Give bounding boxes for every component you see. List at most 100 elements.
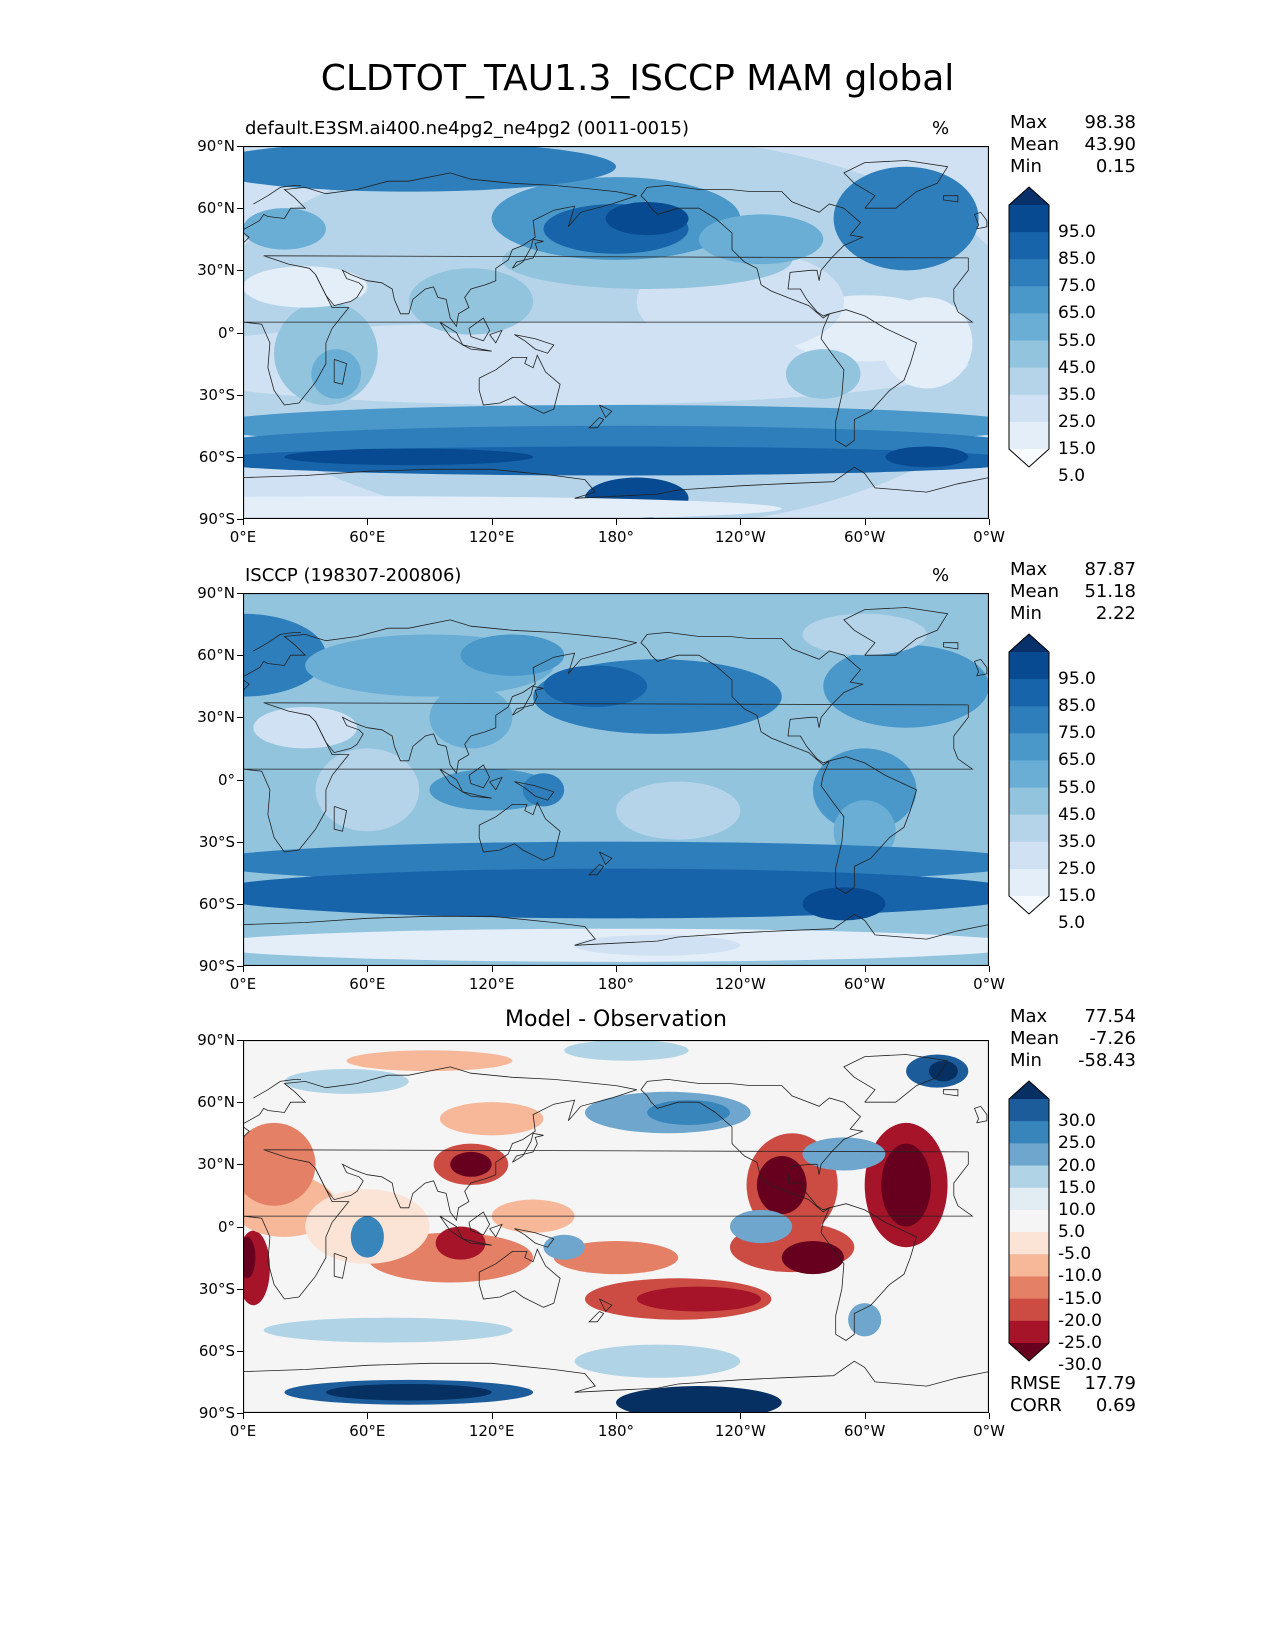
colorbar-tick-label: 20.0	[1058, 1155, 1096, 1176]
coastline	[478, 354, 561, 414]
coastline	[333, 1253, 348, 1279]
field-contour	[928, 1060, 958, 1082]
lat-tick-mark	[237, 1164, 243, 1166]
lon-tick-label: 60°E	[349, 975, 386, 993]
coastline	[243, 172, 637, 244]
stat-value: 51.18	[1084, 581, 1136, 602]
map-canvas	[243, 593, 989, 966]
coastline	[315, 642, 637, 775]
test-colorbar: 95.0 85.0 75.0 65.0 55.0 45.0 35.0 25.0 15.0 5.0	[1008, 186, 1096, 486]
coastline	[820, 309, 917, 447]
lon-tick-label: 120°E	[468, 1422, 515, 1440]
field-contour	[543, 665, 648, 707]
lon-tick-mark	[616, 966, 617, 972]
colorbar-tick-label: 15.0	[1058, 1177, 1096, 1198]
lon-tick-label: 0°E	[229, 975, 257, 993]
lon-tick-label: 0°E	[229, 1422, 257, 1440]
field-contour	[574, 1344, 741, 1378]
colorbar-bin	[1009, 1209, 1049, 1233]
field-contour	[848, 1303, 882, 1337]
colorbar-tick-label: -25.0	[1058, 1333, 1102, 1353]
lon-tick-mark	[989, 1413, 990, 1419]
field-contour	[429, 769, 554, 811]
field-contour	[408, 268, 534, 335]
field-contour	[543, 1234, 585, 1260]
lat-tick-mark	[237, 1102, 243, 1104]
field-contour	[243, 496, 782, 519]
lat-tick-mark	[237, 146, 243, 147]
stat-label: Mean	[1010, 1028, 1060, 1049]
map-frame	[243, 146, 989, 519]
colorbar-bin	[1009, 679, 1049, 707]
colorbar-bin	[1009, 652, 1049, 680]
stat-min: Min 0.15	[1010, 156, 1136, 178]
lon-tick-label: 60°E	[349, 1422, 386, 1440]
colorbar-bin	[1009, 1165, 1049, 1189]
colorbar-outline	[1008, 633, 1050, 915]
lat-tick-mark	[237, 966, 243, 967]
field-contour	[881, 297, 973, 389]
colorbar-tick-label: 95.0	[1058, 222, 1096, 243]
field-contour	[785, 349, 861, 399]
stat-mean: Mean -7.26	[1010, 1028, 1136, 1050]
map-canvas	[243, 146, 989, 519]
coastline	[315, 1089, 637, 1222]
colorbar-bin	[1009, 868, 1049, 897]
stat-label: RMSE	[1010, 1373, 1061, 1394]
colorbar-bin	[1009, 340, 1049, 369]
field-contour	[243, 1236, 256, 1279]
lat-tick-mark	[237, 394, 243, 396]
stat-max: Max 98.38	[1010, 112, 1136, 134]
coastline	[243, 1360, 989, 1393]
stat-value: 77.54	[1084, 1006, 1136, 1027]
field-contour	[885, 446, 969, 468]
colorbar-bin	[1009, 1232, 1049, 1255]
field-contour	[616, 781, 741, 840]
coastline	[843, 1054, 949, 1103]
coastline	[943, 642, 959, 650]
coastline	[478, 1248, 561, 1308]
colorbar-canvas	[1008, 633, 1050, 915]
lon-tick-mark	[864, 966, 866, 972]
stat-value: 43.90	[1084, 134, 1136, 155]
coastline	[489, 329, 503, 344]
colorbar-tick-label: -5.0	[1058, 1244, 1092, 1265]
colorbar-bin	[1009, 1298, 1049, 1322]
coastline	[253, 1079, 301, 1099]
colorbar-bin	[1009, 205, 1049, 233]
stat-value: -58.43	[1077, 1050, 1136, 1071]
lon-tick-mark	[864, 1413, 866, 1419]
field-contour	[346, 1050, 513, 1072]
coastline	[588, 417, 605, 429]
field-contour	[243, 146, 616, 192]
colorbar-outline	[1008, 1080, 1050, 1362]
lon-tick-label: 60°W	[843, 975, 886, 993]
coastline	[843, 607, 949, 656]
field-contour	[881, 1143, 931, 1227]
stat-value: 17.79	[1084, 1373, 1136, 1394]
lon-tick-label: 60°E	[349, 528, 386, 546]
field-contour	[439, 1102, 544, 1136]
lat-tick-label: 0°	[217, 323, 235, 342]
lat-tick-mark	[237, 1288, 243, 1290]
coastline	[333, 359, 348, 385]
coastline	[243, 466, 989, 499]
coastline	[462, 344, 492, 352]
field-contour	[284, 448, 534, 466]
colorbar-bin	[1009, 1276, 1049, 1300]
field-contour	[350, 1216, 384, 1258]
stat-corr: CORR 0.69	[1010, 1395, 1136, 1417]
colorbar-bin	[1009, 1187, 1049, 1211]
coastline	[599, 404, 613, 419]
lon-tick-label: 0°W	[973, 528, 1005, 546]
coastline	[243, 255, 974, 406]
field-contour	[802, 887, 886, 921]
reference-stats: Max 87.87 Mean 51.18 Min 2.22	[1010, 559, 1136, 625]
lon-tick-label: 120°W	[714, 975, 766, 993]
lat-tick-mark	[237, 1226, 243, 1228]
colorbar-tick-label: 35.0	[1058, 831, 1096, 852]
field-contour	[781, 1241, 844, 1275]
field-contour	[553, 1241, 679, 1275]
lat-tick-label: 0°	[217, 1217, 235, 1236]
lat-tick-label: 90°N	[197, 584, 235, 602]
